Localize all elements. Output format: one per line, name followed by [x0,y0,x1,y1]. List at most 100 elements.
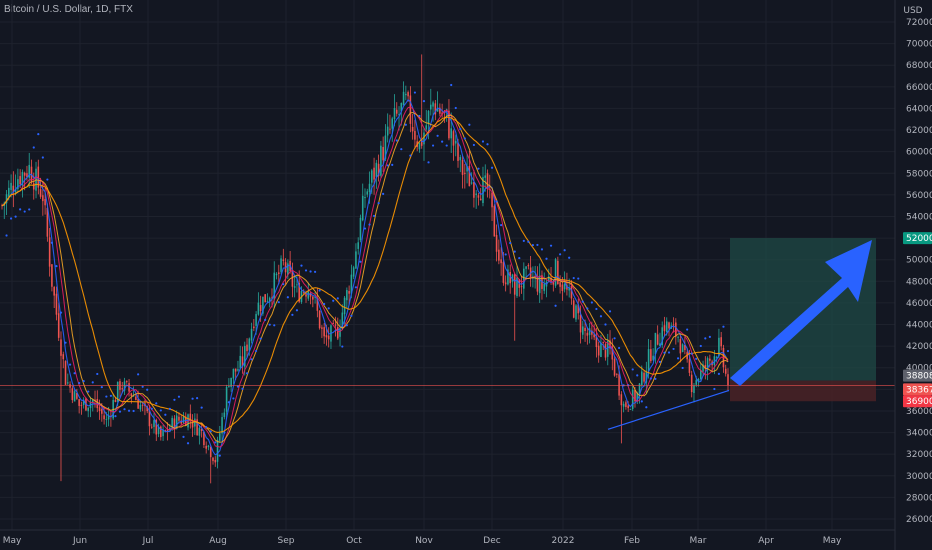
candle-body [361,195,364,221]
candle-body [366,191,369,195]
currency-label: USD [903,6,922,16]
candle-body [550,278,552,282]
psar-dot [604,323,607,326]
candle-body [57,313,60,338]
candle-body [525,266,527,269]
candle-body [561,284,564,291]
candle-body [520,286,523,288]
candle-body [182,416,185,423]
psar-dot [209,430,212,433]
psar-dot [336,297,339,300]
candle-body [364,197,366,199]
candle-body [640,371,643,385]
candle-body [253,326,255,329]
psar-dot [37,132,40,136]
psar-dot [205,425,208,429]
psar-dot [431,144,435,147]
price-tick-label: 50000 [906,256,932,266]
price-axis-background [895,0,932,550]
candle-body [132,395,135,397]
psar-dot [413,91,417,94]
candle-body [668,322,670,329]
candle-body [414,131,416,140]
candle-body [425,125,428,130]
candle-body [718,337,720,357]
target-price-tag-bg [903,232,932,245]
psar-dot [141,385,144,388]
time-tick-label: Apr [758,536,774,546]
candle-body [629,409,632,410]
candle-body [429,104,432,110]
candle-body [78,399,80,406]
psar-dot [345,324,348,327]
time-tick-label: 2022 [552,536,575,546]
ma-long-line [1,111,729,443]
candle-body [184,416,187,426]
psar-dot [64,341,67,344]
psar-dot [114,415,117,418]
psar-dot [618,346,621,350]
psar-dot [409,154,412,157]
candle-body [395,109,398,114]
psar-dot [554,304,557,307]
candle-body [373,167,375,180]
psar-dot [486,143,489,146]
candle-body [200,429,203,431]
price-axis[interactable]: USD 72000 70000 68000 66000 64000 62000 60000 58… [894,0,932,550]
time-axis[interactable]: May Jun Jul Aug Sep Oct Nov Dec 2022 Feb Mar Apr May [0,529,895,546]
psar-dot [50,241,54,244]
psar-dot [636,374,639,377]
candle-body [268,297,271,302]
psar-dot [468,123,471,126]
candle-body [191,422,194,428]
psar-dot [658,360,662,363]
psar-dot [395,139,398,142]
psar-dot [332,299,335,302]
candle-body [157,426,160,435]
psar-dot [590,301,593,304]
price-tick-label: 56000 [906,191,932,201]
candle-body [538,275,541,294]
psar-dot [245,372,249,375]
candle-body [148,410,151,427]
candle-body [141,404,144,406]
candle-body [672,324,675,326]
candle-body [606,340,609,357]
candle-body [559,282,561,287]
psar-dot [481,140,485,143]
candle-body [221,417,223,434]
candle-body [663,325,666,332]
candle-body [173,418,176,430]
psar-dot [391,163,394,166]
psar-dot [404,123,407,126]
candle-body [318,310,321,329]
candle-body [475,193,477,195]
candle-body [702,364,704,372]
candle-body [675,322,677,337]
psar-dot [123,408,126,411]
candle-body [346,290,348,301]
psar-dot [608,310,612,313]
psar-dot [327,307,330,310]
candle-body [357,242,359,249]
psar-dot [500,224,503,227]
candle-body [101,409,103,414]
candle-body [321,327,323,329]
psar-dot [690,352,693,355]
price-tick-label: 32000 [906,450,932,460]
candle-body [48,237,51,267]
candle-body [434,103,437,115]
candle-body [105,419,108,420]
candle-body [155,419,158,435]
candle-body [684,345,686,351]
candle-body [473,182,475,198]
candle-body [223,412,226,418]
candle-body [214,460,217,463]
candle-body [216,439,219,462]
candle-body [543,283,546,291]
time-tick-label: Jul [142,536,154,546]
psar-dot [667,351,671,354]
candle-body [602,341,605,343]
price-tick-label: 64000 [906,104,932,114]
